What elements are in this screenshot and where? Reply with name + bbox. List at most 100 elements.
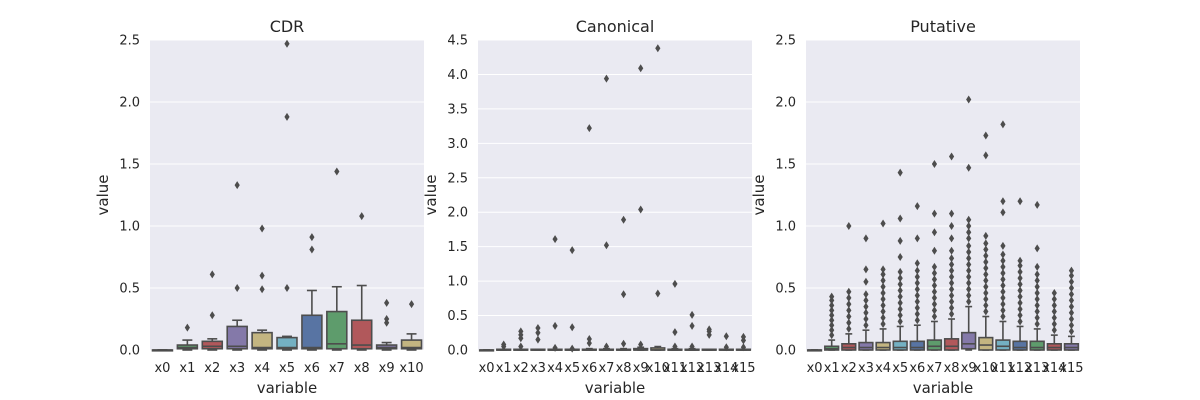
outlier-point (983, 131, 989, 140)
outlier-point (966, 279, 972, 288)
box-x3 (530, 323, 546, 351)
outlier-point (1068, 271, 1075, 280)
outlier-point (897, 274, 903, 283)
outlier-point (966, 260, 972, 269)
box-x7 (326, 167, 348, 351)
box-iqr (909, 340, 925, 351)
outlier-point (863, 315, 869, 323)
outlier-point (914, 234, 920, 243)
outlier-point (914, 279, 920, 288)
outlier-point (1017, 305, 1023, 314)
outlier-point (846, 324, 852, 333)
outlier-point (863, 302, 869, 311)
box-iqr (301, 314, 323, 350)
outlier-point (334, 167, 340, 176)
x-tick-label: x11 (991, 361, 1015, 376)
x-tick-label: x12 (680, 361, 704, 376)
y-tick-label: 1.5 (775, 158, 796, 173)
chart-title: Canonical (576, 17, 655, 36)
box-x8 (350, 212, 373, 351)
outlier-point (535, 335, 541, 344)
x-tick-label: x11 (663, 361, 687, 376)
outlier-point (706, 325, 712, 334)
outlier-point (880, 276, 886, 285)
x-tick-label: x0 (479, 361, 495, 376)
outlier-point (966, 234, 972, 243)
y-tick-label: 0.5 (119, 282, 140, 297)
x-tick-label: x4 (254, 361, 270, 376)
box-x11 (995, 120, 1011, 351)
outlier-point (948, 272, 955, 281)
outlier-point (880, 319, 886, 328)
outlier-point (948, 254, 955, 263)
outlier-point (983, 270, 989, 279)
outlier-point (740, 332, 747, 341)
outlier-point (966, 163, 972, 172)
outlier-point (1068, 315, 1075, 323)
x-tick-label: x0 (807, 361, 823, 376)
box-iqr (1012, 340, 1028, 351)
outlier-point (1000, 281, 1006, 290)
outlier-point (1034, 313, 1040, 322)
outlier-point (1068, 296, 1075, 305)
outlier-point (672, 342, 678, 351)
outlier-point (897, 267, 903, 276)
outlier-point (966, 95, 972, 104)
outlier-point (880, 265, 886, 274)
outlier-point (829, 301, 835, 310)
x-tick-label: x8 (616, 361, 632, 376)
chart-panel-cdr: 0.0 0.5 1.0 1.5 2.0 2.5 x0 x1 x2 x3 x4 x5 x6 x7 x8 x9 x1… (94, 17, 424, 397)
outlier-point (1000, 256, 1006, 265)
box-x6 (301, 233, 323, 351)
outlier-point (966, 222, 972, 230)
outlier-point (1000, 287, 1006, 296)
y-tick-label: 2.0 (119, 96, 140, 111)
outlier-point (914, 202, 920, 211)
box-x6 (581, 124, 597, 351)
y-tick-label: 0.0 (119, 344, 140, 359)
outlier-point (1034, 288, 1040, 297)
outlier-point (1034, 270, 1040, 279)
box-x2 (841, 222, 857, 351)
outlier-point (1000, 300, 1006, 309)
outlier-point (309, 245, 315, 254)
outlier-point (1034, 295, 1040, 304)
box-iqr (1029, 340, 1045, 351)
box-x5 (564, 246, 580, 353)
outlier-point (518, 327, 524, 336)
outlier-point (1000, 269, 1006, 278)
outlier-point (569, 344, 575, 353)
chart-panel-canonical: 0.0 0.5 1.0 1.5 2.0 2.5 3.0 3.5 4.0 4.5 x0 x1 x2 x3 x4… (422, 17, 756, 397)
outlier-point (1034, 319, 1040, 328)
outlier-point (966, 228, 972, 237)
x-tick-label: x7 (926, 361, 942, 376)
outlier-point (234, 284, 240, 292)
outlier-point (846, 306, 852, 315)
box-x1 (824, 292, 840, 351)
y-tick-label: 2.5 (775, 34, 796, 49)
outlier-point (931, 209, 938, 218)
box-x12 (684, 310, 700, 351)
outlier-point (1034, 244, 1040, 253)
y-tick-label: 4.5 (447, 34, 468, 49)
outlier-point (1017, 286, 1023, 295)
outlier-point (829, 321, 835, 330)
outlier-point (1068, 266, 1075, 275)
outlier-point (863, 277, 869, 286)
outlier-point (966, 215, 972, 224)
x-tick-label: x15 (731, 361, 755, 376)
outlier-point (983, 231, 989, 240)
y-tick-label: 0.0 (775, 344, 796, 359)
outlier-point (1000, 262, 1006, 271)
plot-area (806, 40, 1080, 350)
x-tick-label: x13 (1025, 361, 1049, 376)
x-tick-label: x3 (229, 361, 245, 376)
box-x4 (875, 219, 891, 351)
outlier-point (948, 279, 955, 288)
outlier-point (897, 214, 903, 223)
outlier-point (740, 343, 747, 352)
outlier-point (948, 303, 955, 312)
outlier-point (603, 74, 610, 83)
outlier-point (1017, 256, 1023, 265)
box-x7 (598, 74, 615, 351)
